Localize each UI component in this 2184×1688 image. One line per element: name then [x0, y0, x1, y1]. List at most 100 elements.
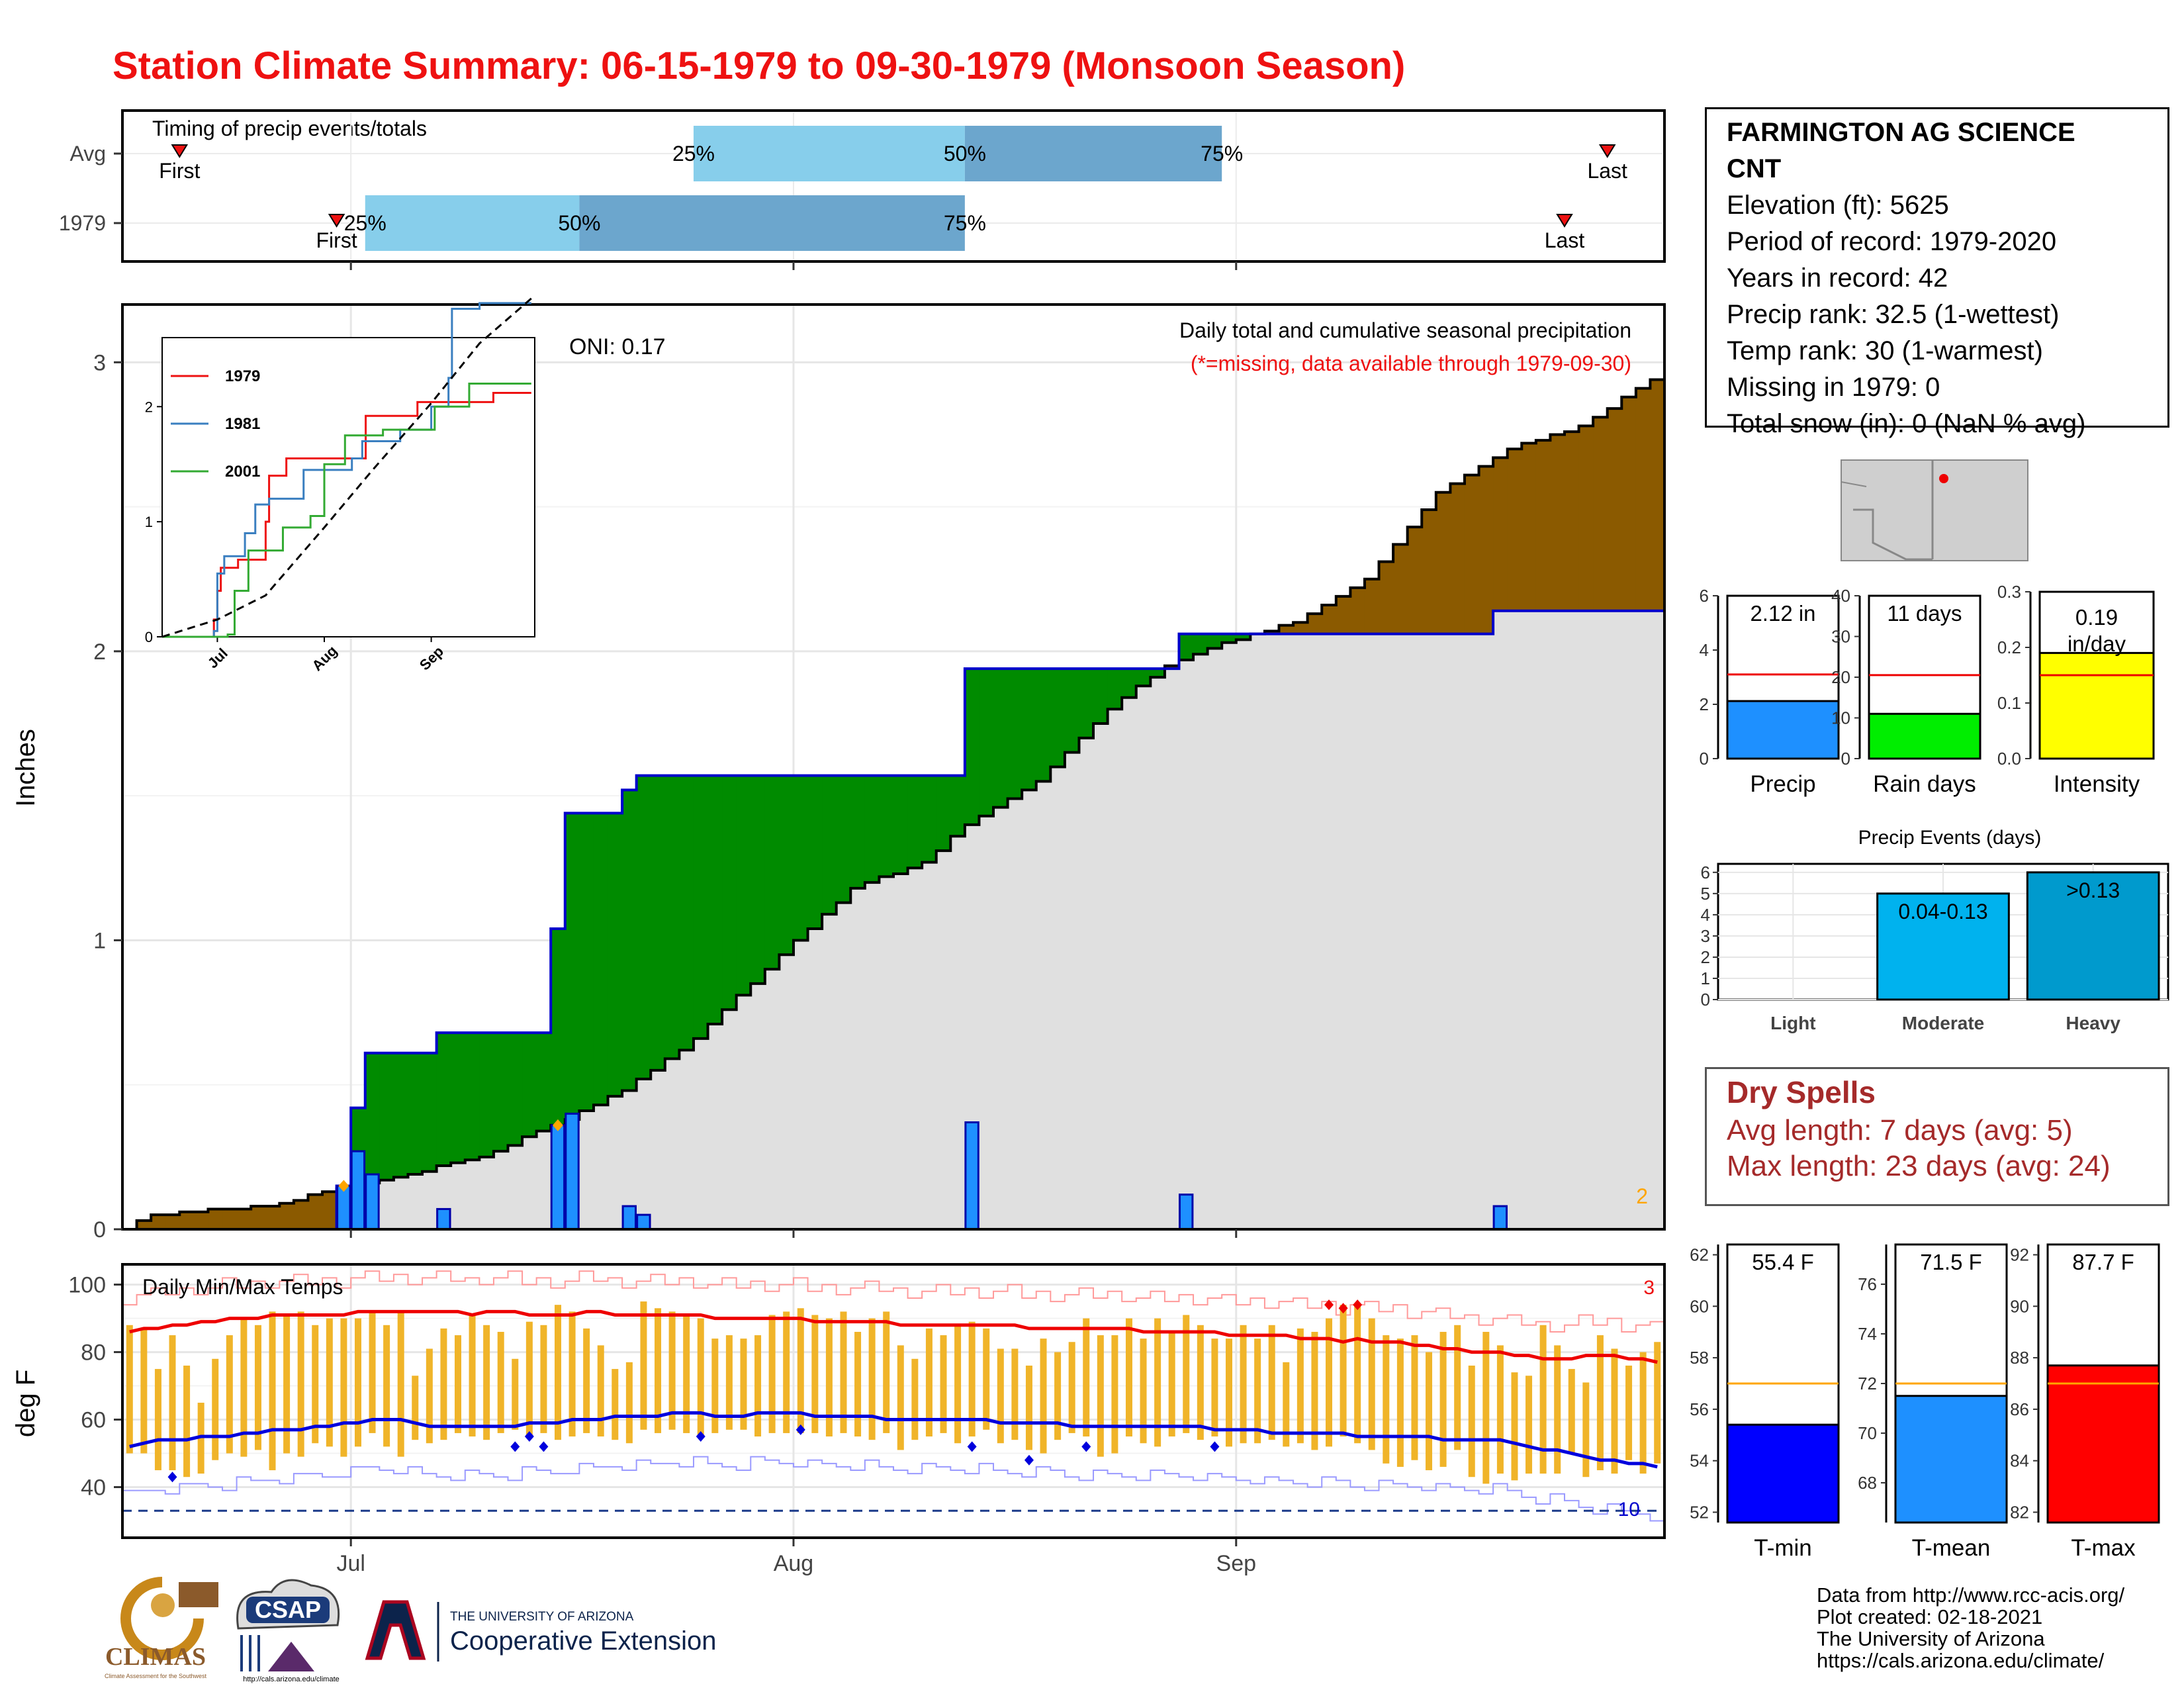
daily-temp-range-bar — [1411, 1335, 1418, 1460]
daily-temp-range-bar — [326, 1318, 333, 1447]
above-avg-area — [522, 1033, 537, 1137]
climas-block-icon — [179, 1582, 218, 1607]
map-border-az — [1853, 508, 1933, 561]
daily-temp-range-bar — [126, 1325, 133, 1454]
events-y-tick-label: 0 — [1701, 990, 1710, 1009]
inset-avg-line — [161, 297, 532, 638]
mini-y-tick-label: 40 — [1831, 586, 1850, 606]
above-avg-area — [1064, 669, 1079, 753]
mini-y-tick-label: 92 — [2010, 1245, 2029, 1265]
above-avg-area — [636, 775, 651, 1079]
daily-temp-range-bar — [1240, 1325, 1247, 1444]
daily-temp-range-bar — [1454, 1325, 1461, 1450]
daily-temp-range-bar — [968, 1321, 976, 1437]
above-avg-area — [822, 775, 837, 915]
record-max-marker — [1353, 1299, 1363, 1311]
below-avg-area — [1621, 397, 1637, 611]
mini-value-bar — [2038, 651, 2155, 760]
above-avg-area — [551, 928, 566, 1125]
daily-temp-range-bar — [1011, 1348, 1019, 1440]
above-avg-area — [422, 1053, 437, 1172]
oni-annotation: ONI: 0.17 — [569, 334, 666, 359]
mini-y-tick-label: 82 — [2010, 1502, 2029, 1522]
mini-bar-label: Intensity — [2054, 771, 2140, 797]
inset-frame — [161, 337, 535, 637]
daily-temp-range-bar — [1511, 1372, 1518, 1481]
below-avg-area — [1507, 449, 1522, 611]
daily-temp-range-bar — [383, 1325, 390, 1447]
daily-temp-range-bar — [1040, 1338, 1047, 1454]
below-avg-area — [308, 1194, 323, 1229]
daily-precip-bar — [964, 1121, 979, 1231]
below-avg-area — [1635, 388, 1651, 611]
daily-temp-range-bar — [911, 1358, 919, 1440]
daily-precip-bar — [365, 1173, 380, 1231]
mini-value-bar — [1894, 1395, 2008, 1524]
station-years: Years in record: 42 — [1727, 263, 1948, 293]
record-min-marker — [539, 1441, 549, 1452]
inset-series-line — [162, 383, 531, 638]
events-y-tick-label: 5 — [1701, 884, 1710, 904]
mini-y-tick-label: 84 — [2010, 1451, 2029, 1471]
daily-temp-range-bar — [369, 1311, 376, 1433]
daily-temp-range-bar — [883, 1311, 890, 1433]
below-avg-area — [1650, 379, 1665, 611]
events-y-tick-label: 6 — [1701, 863, 1710, 882]
daily-temp-range-bar — [569, 1311, 576, 1437]
mini-value-label: 71.5 F — [1920, 1250, 1982, 1274]
above-avg-area — [1050, 669, 1066, 767]
mini-y-tick-label: 88 — [2010, 1348, 2029, 1368]
above-avg-area — [736, 775, 751, 996]
above-avg-area — [950, 775, 966, 837]
daily-temp-range-bar — [997, 1348, 1004, 1444]
inset-legend-label: 1981 — [225, 415, 260, 433]
mini-y-tick-label: 0.2 — [1997, 637, 2021, 657]
daily-temp-range-bar — [1125, 1318, 1132, 1437]
below-avg-area — [1607, 408, 1622, 611]
daily-temp-range-bar — [169, 1335, 176, 1471]
daily-precip-bar — [565, 1112, 580, 1231]
above-avg-area — [679, 775, 694, 1051]
station-period: Period of record: 1979-2020 — [1727, 227, 2057, 256]
mini-bar-label: T-max — [2071, 1535, 2136, 1561]
mini-value-label: 0.19 — [2075, 605, 2118, 630]
record-min-marker — [524, 1431, 534, 1442]
above-avg-area — [850, 775, 866, 888]
daily-precip-bar — [636, 1213, 651, 1231]
above-avg-area — [964, 669, 979, 825]
temp-y-tick-label: 40 — [81, 1476, 106, 1501]
precip-title: Daily total and cumulative seasonal prec… — [1179, 318, 1631, 342]
above-avg-area — [608, 813, 623, 1097]
ua-logo: THE UNIVERSITY OF ARIZONA Cooperative Ex… — [365, 1600, 716, 1662]
mini-value-unit: in/day — [2068, 632, 2126, 656]
above-avg-area — [1022, 669, 1037, 790]
csap-mountain-icon — [268, 1642, 314, 1671]
above-avg-area — [993, 669, 1009, 808]
daily-temp-range-bar — [940, 1335, 947, 1433]
below-avg-area — [1336, 596, 1351, 634]
daily-temp-range-bar — [897, 1345, 904, 1450]
daily-temp-range-bar — [340, 1318, 347, 1457]
above-avg-area — [565, 813, 580, 1120]
below-avg-area — [236, 1209, 251, 1229]
daily-temp-range-bar — [925, 1328, 933, 1437]
daily-temp-range-bar — [1539, 1325, 1547, 1474]
events-bar — [1876, 892, 2010, 1001]
above-avg-area — [1093, 669, 1109, 724]
daily-temp-range-bar — [525, 1321, 533, 1437]
daily-temp-range-bar — [783, 1311, 790, 1433]
daily-temp-range-bar — [555, 1305, 562, 1440]
above-avg-area — [693, 775, 709, 1039]
daily-temp-range-bar — [1111, 1335, 1118, 1454]
daily-temp-range-bar — [1097, 1335, 1104, 1457]
record-precip-marker — [338, 1180, 349, 1192]
temp-corner-bottom: 10 — [1618, 1499, 1640, 1521]
above-avg-area — [593, 813, 609, 1105]
station-info: FARMINGTON AG SCIENCE CNT Elevation (ft)… — [1705, 107, 2169, 438]
below-avg-area — [1379, 561, 1394, 634]
daily-temp-range-bar — [183, 1365, 191, 1477]
above-avg-area — [1222, 633, 1237, 643]
station-elevation: Elevation (ft): 5625 — [1727, 191, 1949, 220]
location-map — [1841, 459, 2028, 561]
daily-temp-range-bar — [697, 1318, 704, 1437]
